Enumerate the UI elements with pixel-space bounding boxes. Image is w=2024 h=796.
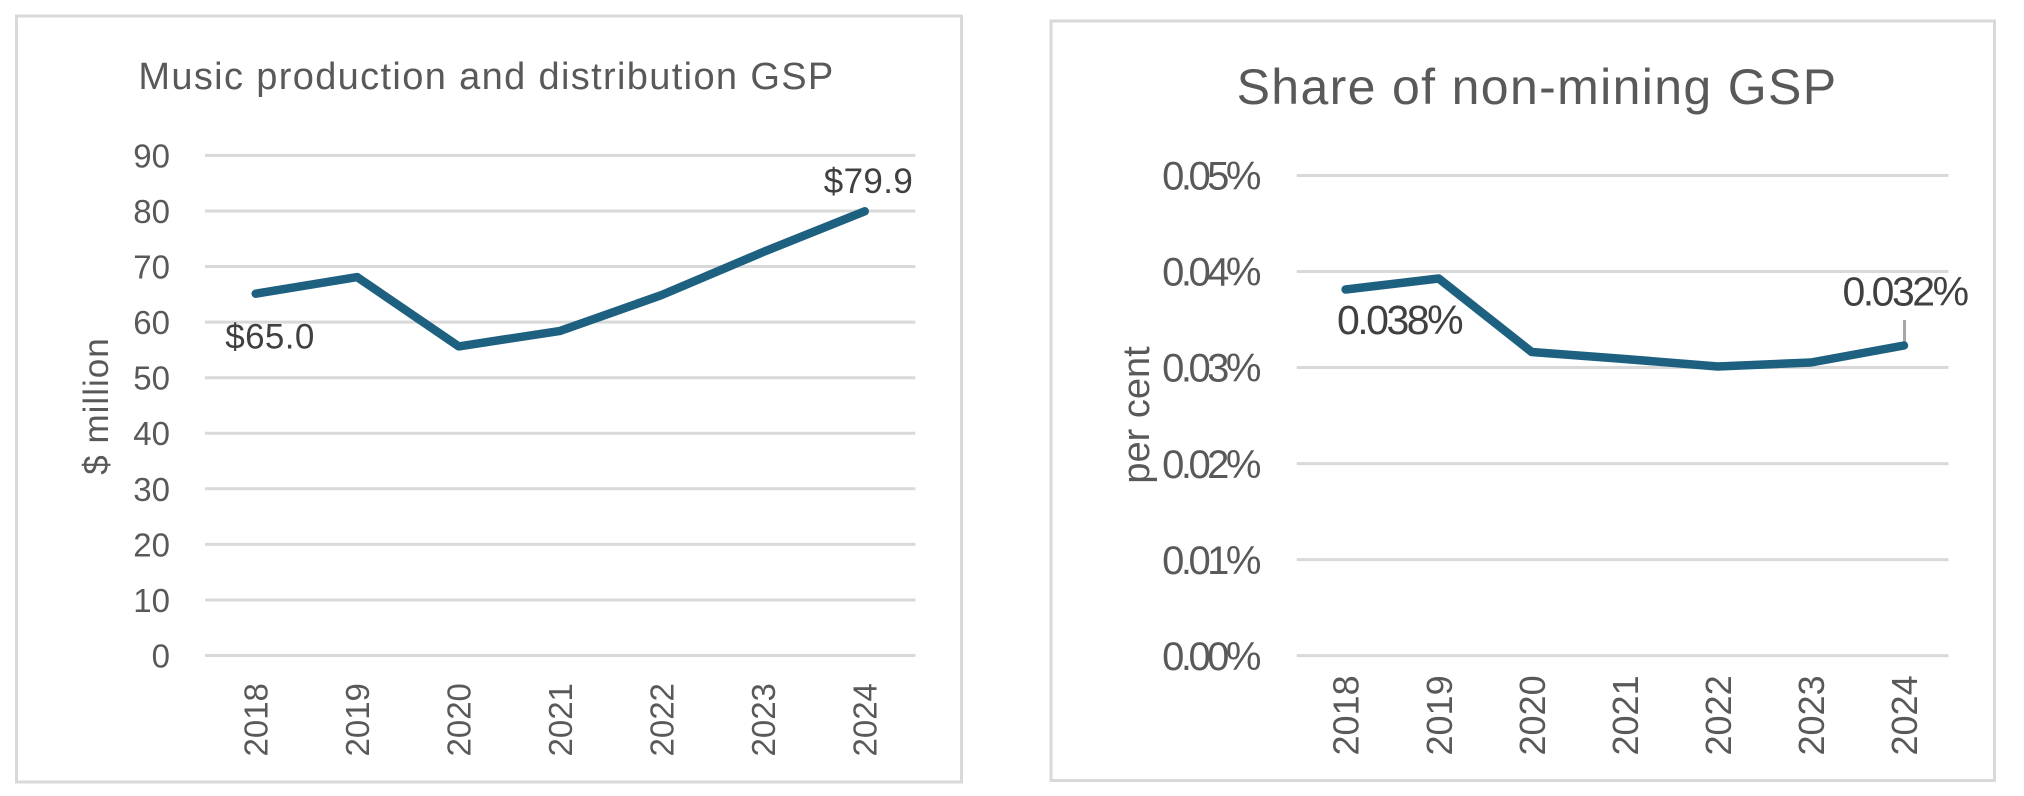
svg-text:0.02%: 0.02% [1162, 443, 1261, 487]
svg-text:70: 70 [133, 249, 170, 286]
svg-text:0: 0 [152, 638, 170, 675]
svg-text:$ million: $ million [77, 337, 116, 474]
svg-text:2020: 2020 [1512, 675, 1553, 755]
svg-text:2020: 2020 [441, 683, 478, 756]
svg-text:0.00%: 0.00% [1162, 635, 1261, 679]
svg-text:2018: 2018 [238, 683, 275, 756]
svg-text:90: 90 [133, 137, 170, 174]
svg-text:60: 60 [133, 304, 170, 341]
svg-text:2024: 2024 [1884, 675, 1925, 755]
svg-text:0.05%: 0.05% [1162, 155, 1261, 199]
svg-text:2023: 2023 [1791, 675, 1832, 755]
svg-text:2021: 2021 [542, 683, 579, 756]
svg-text:2019: 2019 [339, 683, 376, 756]
svg-text:0.03%: 0.03% [1162, 347, 1261, 391]
svg-text:20: 20 [133, 526, 170, 563]
svg-text:2022: 2022 [1698, 675, 1739, 755]
svg-text:2018: 2018 [1326, 675, 1367, 755]
svg-text:0.038%: 0.038% [1337, 297, 1462, 343]
svg-text:0.01%: 0.01% [1162, 539, 1261, 583]
svg-text:80: 80 [133, 193, 170, 230]
svg-text:2022: 2022 [644, 683, 681, 756]
svg-text:2023: 2023 [745, 683, 782, 756]
svg-text:0.04%: 0.04% [1162, 251, 1261, 295]
svg-text:Share of non-mining GSP: Share of non-mining GSP [1237, 59, 1838, 115]
svg-text:40: 40 [133, 415, 170, 452]
svg-text:30: 30 [133, 471, 170, 508]
svg-text:10: 10 [133, 582, 170, 619]
svg-text:0.032%: 0.032% [1842, 269, 1967, 315]
svg-text:2021: 2021 [1605, 675, 1646, 755]
svg-text:$79.9: $79.9 [824, 162, 914, 201]
svg-text:Music production and distribut: Music production and distribution GSP [138, 56, 834, 98]
svg-text:2019: 2019 [1419, 675, 1460, 755]
svg-text:per cent: per cent [1116, 346, 1158, 484]
svg-text:50: 50 [133, 360, 170, 397]
svg-text:2024: 2024 [847, 683, 884, 756]
svg-text:$65.0: $65.0 [225, 318, 315, 357]
